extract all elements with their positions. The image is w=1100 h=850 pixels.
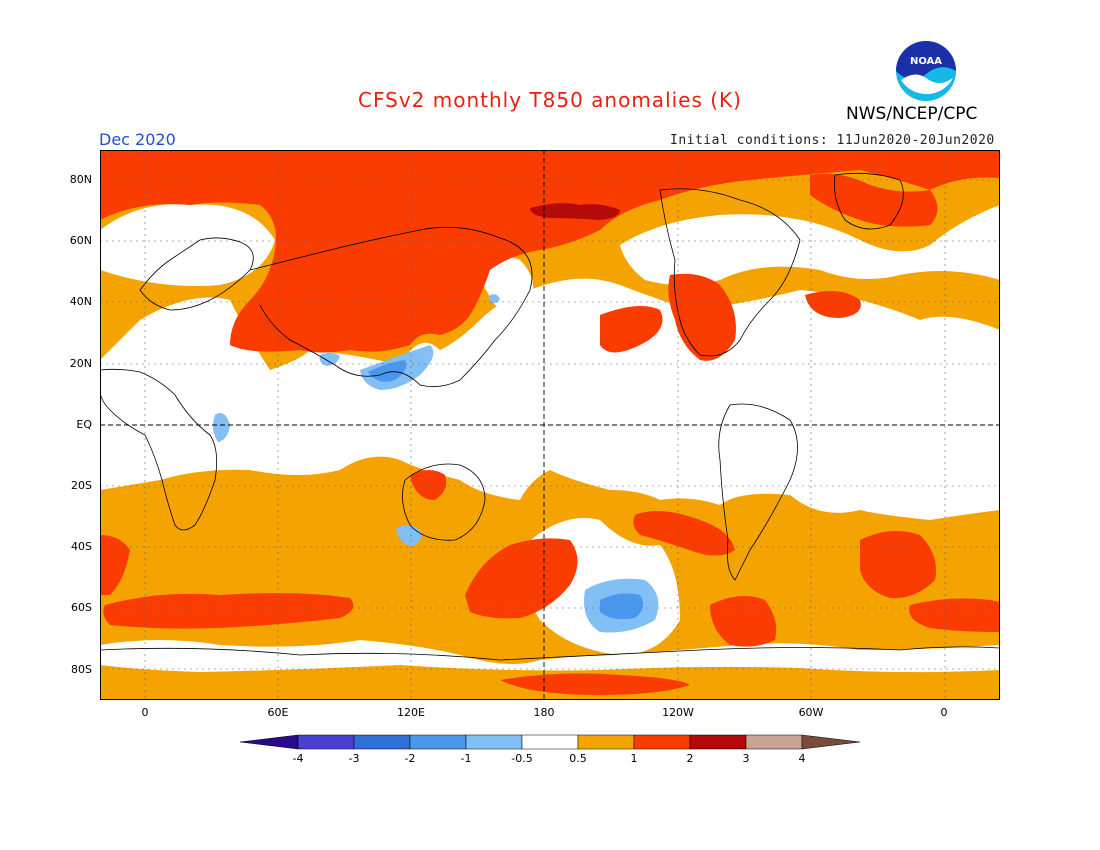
- colorbar-label-4: 4: [798, 752, 806, 765]
- lon-label-180: 180: [533, 706, 555, 719]
- colorbar-label-05: 0.5: [569, 752, 587, 765]
- anomaly-map: [100, 150, 1000, 700]
- map-canvas: [100, 150, 1000, 700]
- lon-label-120e: 120E: [397, 706, 425, 719]
- lon-label-0-east: 0: [940, 706, 948, 719]
- colorbar-high-arrow: [801, 734, 861, 750]
- colorbar-label-neg3: -3: [348, 752, 360, 765]
- reference-lines: [100, 150, 1000, 700]
- lat-label-20s: 20S: [71, 479, 92, 492]
- colorbar: [239, 734, 861, 750]
- hot-regions: [530, 203, 620, 220]
- colorbar-label-neg1: -1: [460, 752, 472, 765]
- map-title: CFSv2 monthly T850 anomalies (K): [358, 88, 742, 112]
- colorbar-low-arrow: [239, 734, 299, 750]
- lat-label-60s: 60S: [71, 601, 92, 614]
- lat-label-60n: 60N: [69, 234, 92, 247]
- logo-text: NOAA: [910, 56, 942, 67]
- warm-regions: [100, 150, 1000, 695]
- initial-conditions-label: Initial conditions: 11Jun2020-20Jun2020: [670, 133, 995, 148]
- lon-label-0: 0: [141, 706, 149, 719]
- coastlines: [100, 172, 1000, 661]
- cold-regions: [368, 360, 644, 620]
- noaa-logo: NOAA: [896, 41, 956, 101]
- graticule: [100, 150, 1000, 700]
- lat-label-40s: 40S: [71, 540, 92, 553]
- lon-label-120w: 120W: [662, 706, 694, 719]
- lat-label-40n: 40N: [69, 295, 92, 308]
- colorbar-label-2: 2: [686, 752, 694, 765]
- lon-label-60e: 60E: [267, 706, 289, 719]
- colorbar-label-1: 1: [630, 752, 638, 765]
- lon-label-60w: 60W: [798, 706, 824, 719]
- map-frame: [100, 150, 1000, 700]
- valid-month-label: Dec 2020: [99, 130, 176, 149]
- colorbar-label-neg05: -0.5: [511, 752, 533, 765]
- lat-label-80n: 80N: [69, 173, 92, 186]
- organization-label: NWS/NCEP/CPC: [846, 104, 978, 124]
- lat-label-eq: EQ: [76, 418, 92, 431]
- lat-label-80s: 80S: [71, 663, 92, 676]
- colorbar-label-neg2: -2: [404, 752, 416, 765]
- colorbar-label-neg4: -4: [292, 752, 304, 765]
- colorbar-label-3: 3: [742, 752, 750, 765]
- lat-label-20n: 20N: [69, 357, 92, 370]
